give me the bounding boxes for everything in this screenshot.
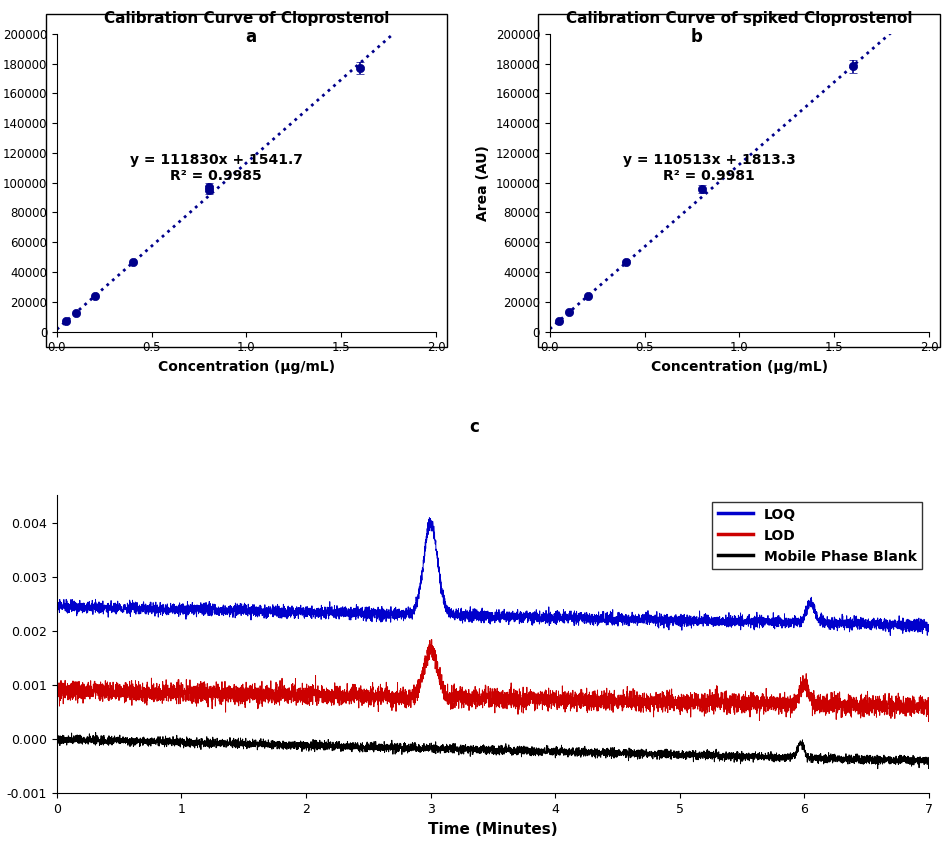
LOQ	[378, 608, 390, 618]
Mobile Phase Blank	[771, 756, 782, 766]
LOQ	[430, 544, 442, 555]
LOQ	[908, 618, 920, 628]
Mobile Phase Blank	[923, 755, 935, 766]
Y-axis label: AU: AU	[0, 633, 1, 657]
Mobile Phase Blank	[430, 743, 442, 753]
Y-axis label: Area (AU): Area (AU)	[476, 145, 490, 220]
LOD	[172, 685, 183, 695]
Text: y = 111830x + 1541.7
R² = 0.9985: y = 111830x + 1541.7 R² = 0.9985	[130, 153, 302, 183]
LOD	[723, 699, 735, 709]
LOQ	[424, 512, 435, 522]
Line: LOQ: LOQ	[57, 517, 929, 636]
Line: LOD: LOD	[57, 640, 929, 722]
LOD	[426, 635, 437, 645]
Text: c: c	[469, 418, 479, 436]
LOD	[378, 690, 390, 701]
Title: Calibration Curve of spiked Cloprostenol: Calibration Curve of spiked Cloprostenol	[566, 11, 913, 25]
Mobile Phase Blank	[908, 755, 920, 766]
LOQ	[771, 617, 782, 627]
LOD	[430, 662, 442, 672]
Mobile Phase Blank	[379, 739, 391, 749]
Text: a: a	[246, 28, 257, 46]
LOQ	[172, 601, 183, 611]
LOQ	[51, 598, 63, 608]
Legend: LOQ, LOD, Mobile Phase Blank: LOQ, LOD, Mobile Phase Blank	[712, 502, 922, 570]
Title: Calibration Curve of Cloprostenol: Calibration Curve of Cloprostenol	[103, 11, 390, 25]
LOD	[922, 717, 934, 727]
LOD	[51, 681, 63, 691]
Mobile Phase Blank	[51, 737, 63, 747]
Text: b: b	[691, 28, 702, 46]
Mobile Phase Blank	[872, 764, 884, 774]
Text: y = 110513x + 1813.3
R² = 0.9981: y = 110513x + 1813.3 R² = 0.9981	[623, 153, 795, 183]
X-axis label: Time (Minutes): Time (Minutes)	[428, 822, 557, 836]
LOQ	[923, 620, 935, 630]
Mobile Phase Blank	[90, 728, 101, 738]
LOQ	[884, 630, 896, 641]
X-axis label: Concentration (μg/mL): Concentration (μg/mL)	[158, 360, 335, 374]
LOD	[771, 704, 782, 714]
Mobile Phase Blank	[723, 755, 735, 765]
X-axis label: Concentration (μg/mL): Concentration (μg/mL)	[651, 360, 828, 374]
LOD	[923, 702, 935, 712]
LOQ	[723, 612, 735, 622]
Mobile Phase Blank	[172, 736, 183, 746]
Line: Mobile Phase Blank: Mobile Phase Blank	[57, 733, 929, 769]
LOD	[907, 706, 919, 716]
